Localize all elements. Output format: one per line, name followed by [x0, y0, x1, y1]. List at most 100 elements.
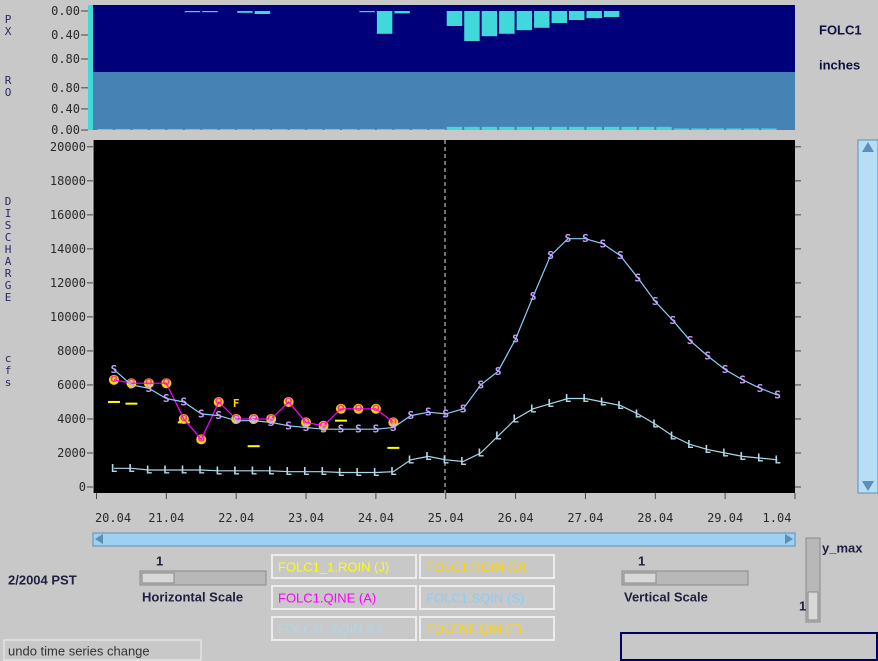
precip-bar — [568, 126, 585, 130]
legend-button[interactable] — [271, 616, 417, 641]
precip-bar — [202, 128, 218, 130]
series-marker: S — [408, 409, 415, 422]
series-marker: S — [477, 378, 484, 391]
precip-bar — [708, 128, 725, 130]
scroll-down-arrow[interactable] — [862, 481, 874, 491]
series-marker: L — [495, 429, 502, 442]
legend-label: FOLC1.QINE (A) — [278, 591, 376, 606]
series-marker: S — [774, 389, 781, 402]
precip-bar — [411, 128, 428, 130]
timezone-label: 2/2004 PST — [8, 573, 77, 588]
series-marker: S — [390, 421, 397, 434]
series-line — [113, 379, 394, 441]
x-tick-label: 26.04 — [498, 511, 534, 525]
vertical-scrollbar[interactable] — [857, 139, 878, 494]
precip-bar — [429, 128, 445, 130]
y-max-value: 1 — [799, 599, 806, 614]
series-dot — [125, 402, 138, 405]
y-tick-label: 0.00 — [51, 4, 80, 18]
precip-bar — [481, 126, 498, 130]
horizontal-scale-label: Horizontal Scale — [142, 590, 243, 605]
series-marker: L — [373, 466, 380, 479]
precip-bar — [307, 128, 323, 130]
precip-bar — [254, 11, 271, 14]
precip-bar — [254, 128, 271, 130]
series-marker: L — [425, 450, 432, 463]
series-marker: S — [565, 232, 572, 245]
series-marker: L — [512, 412, 519, 425]
precip-bar — [691, 128, 707, 130]
precip-bar — [237, 128, 253, 130]
y-tick-label: 10000 — [50, 310, 86, 324]
legend-button[interactable] — [271, 585, 417, 610]
legend-button[interactable] — [419, 585, 555, 610]
series-marker: L — [565, 392, 572, 405]
y-tick-label: 18000 — [50, 174, 86, 188]
series-marker: L — [774, 453, 781, 466]
precip-bar — [97, 128, 113, 130]
precip-bar — [551, 11, 567, 23]
undo-button[interactable] — [3, 639, 202, 661]
series-dot — [387, 446, 400, 449]
series-marker: L — [390, 465, 397, 478]
scroll-left-arrow[interactable] — [95, 534, 103, 544]
series-marker: L — [408, 453, 415, 466]
y-max-thumb[interactable] — [807, 591, 819, 621]
station-label: FOLC1 — [819, 23, 862, 38]
precip-bar — [481, 11, 498, 37]
y-axis-unit: cfs — [2, 352, 15, 388]
x-tick-label: 21.04 — [148, 511, 184, 525]
message-box — [620, 632, 878, 661]
series-marker: O — [390, 417, 398, 427]
scroll-right-arrow[interactable] — [785, 534, 793, 544]
series-marker: S — [722, 363, 729, 376]
x-tick-label: 28.04 — [637, 511, 673, 525]
series-marker: S — [198, 407, 205, 420]
panel-label: PX — [2, 13, 15, 37]
series-marker: L — [547, 397, 554, 410]
y-axis-label: DISCHARGE — [2, 195, 15, 303]
horizontal-scale-thumb[interactable] — [141, 572, 175, 584]
y-tick-label: 8000 — [57, 344, 86, 358]
precip-bar — [516, 126, 533, 130]
y-tick-label: 0.80 — [51, 81, 80, 95]
y-max-label: y_max — [822, 541, 863, 556]
series-marker: S — [652, 295, 659, 308]
panel-label: RO — [2, 74, 15, 98]
series-marker: L — [146, 463, 153, 476]
series-marker: S — [547, 249, 554, 262]
series-marker: S — [495, 365, 502, 378]
precip-bar — [359, 11, 375, 13]
legend-button[interactable] — [271, 554, 417, 579]
precip-bar — [184, 11, 201, 13]
series-marker: L — [460, 455, 467, 468]
series-marker: S — [635, 271, 642, 284]
y-tick-label: 0.40 — [51, 102, 80, 116]
series-marker: L — [617, 399, 624, 412]
series-marker: S — [757, 382, 764, 395]
legend-button[interactable] — [419, 616, 555, 641]
series-marker: L — [704, 443, 711, 456]
x-tick-label: 24.04 — [358, 511, 394, 525]
precip-bar — [534, 126, 550, 130]
precip-bar — [761, 128, 777, 130]
legend-button[interactable] — [419, 554, 555, 579]
x-tick-label: 22.04 — [218, 511, 254, 525]
y-tick-label: 16000 — [50, 208, 86, 222]
series-marker: L — [582, 392, 589, 405]
scroll-up-arrow[interactable] — [862, 142, 874, 152]
series-marker: S — [355, 423, 362, 436]
series-marker: S — [704, 350, 711, 363]
series-marker: L — [111, 462, 118, 475]
series-marker: S — [600, 237, 607, 250]
precip-bar — [376, 128, 393, 130]
precip-bar — [132, 128, 148, 130]
y-tick-label: 20000 — [50, 140, 86, 154]
y-tick-label: 0 — [79, 480, 86, 494]
series-marker: L — [215, 464, 222, 477]
horizontal-scrollbar[interactable] — [92, 532, 796, 547]
vertical-scale-thumb[interactable] — [623, 572, 657, 584]
precip-bar — [499, 11, 515, 34]
series-marker: L — [530, 402, 537, 415]
